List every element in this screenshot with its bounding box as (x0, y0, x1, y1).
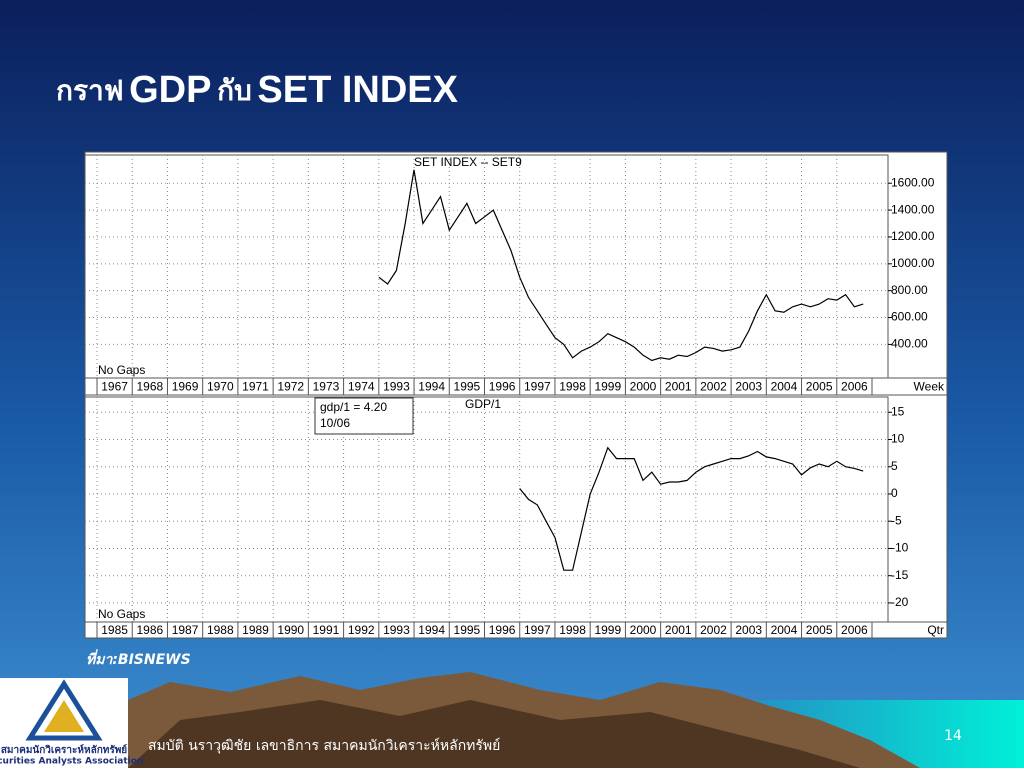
x-tick-label: 1988 (207, 623, 234, 637)
x-tick-label: 1998 (559, 380, 586, 394)
x-tick-label: 1994 (418, 380, 445, 394)
x-tick-label: 1968 (136, 380, 163, 394)
x-tick-label: 2004 (771, 380, 798, 394)
x-tick-label: 2002 (700, 623, 727, 637)
data-line (519, 446, 864, 571)
y-tick-label: 15 (891, 404, 905, 418)
y-tick-label: 800.00 (891, 283, 928, 297)
x-tick-label: 1969 (172, 380, 199, 394)
title-part: GDP (129, 69, 211, 111)
x-tick-label: 1989 (242, 623, 269, 637)
y-tick-label: -10 (891, 541, 909, 555)
x-tick-label: 2001 (665, 380, 692, 394)
x-tick-label: 1973 (313, 380, 340, 394)
x-tick-label: 1972 (277, 380, 304, 394)
logo-thai: สมาคมนักวิเคราะห์หลักทรัพย์ (1, 744, 127, 756)
axis-strip (84, 377, 948, 396)
x-tick-label: 1967 (101, 380, 128, 394)
chart-panel: 1967 1968 1969 1970 1971 1972 1973 1974 1993 1994… (84, 151, 948, 639)
x-tick-label: 1987 (172, 623, 199, 637)
title-part: SET INDEX (257, 69, 458, 111)
logo-mark (25, 679, 103, 741)
logo-english: Securities Analysts Association (0, 757, 143, 767)
axis-strip (84, 621, 948, 639)
x-axis-label: Week (914, 380, 945, 394)
x-tick-label: 1986 (136, 623, 163, 637)
x-tick-label: 2005 (806, 380, 833, 394)
source: ที่มา:BISNEWS (86, 649, 191, 668)
x-tick-label: 2006 (841, 380, 868, 394)
page-number: 14 (944, 728, 962, 744)
x-tick-label: 2006 (841, 623, 868, 637)
x-tick-label: 1997 (524, 623, 551, 637)
y-tick-label: 0 (891, 486, 898, 500)
x-tick-label: 1991 (313, 623, 340, 637)
x-tick-label: 2001 (665, 623, 692, 637)
annotation-box (314, 397, 414, 435)
chart-title: SET INDEX -- SET9 (414, 155, 522, 169)
title-part: กราฟ (56, 74, 124, 107)
y-tick-label: 1400.00 (891, 202, 935, 216)
x-tick-label: 1996 (489, 380, 516, 394)
chart-title: GDP/1 (465, 397, 501, 411)
y-tick-label: -20 (891, 595, 909, 609)
y-tick-label: -5 (891, 513, 902, 527)
x-tick-label: 1995 (454, 380, 481, 394)
y-tick-label: 600.00 (891, 310, 928, 324)
x-tick-label: 1971 (242, 380, 269, 394)
y-tick-label: 1000.00 (891, 256, 935, 270)
x-tick-label: 1974 (348, 380, 375, 394)
note: No Gaps (98, 363, 145, 377)
x-tick-label: 2000 (630, 380, 657, 394)
x-tick-label: 1993 (383, 623, 410, 637)
x-tick-label: 1994 (418, 623, 445, 637)
x-tick-label: 2003 (735, 623, 762, 637)
footer: สมบัติ นราวุฒิชัย เลขาธิการ สมาคมนักวิเค… (148, 737, 500, 754)
y-tick-label: 1200.00 (891, 229, 935, 243)
note: No Gaps (98, 607, 145, 621)
x-tick-label: 1998 (559, 623, 586, 637)
y-tick-label: 5 (891, 459, 898, 473)
annotation: 10/06 (320, 416, 350, 430)
data-line (378, 169, 864, 362)
x-tick-label: 1996 (489, 623, 516, 637)
x-tick-label: 1995 (454, 623, 481, 637)
x-tick-label: 1990 (277, 623, 304, 637)
mountains-shadow (128, 700, 860, 768)
logo-mark-inner (44, 700, 84, 732)
x-tick-label: 1992 (348, 623, 375, 637)
x-tick-label: 1993 (383, 380, 410, 394)
y-tick-label: 1600.00 (891, 175, 935, 189)
x-tick-label: 1985 (101, 623, 128, 637)
y-tick-label: 400.00 (891, 337, 928, 351)
x-tick-label: 1999 (594, 623, 621, 637)
y-tick-label: -15 (891, 568, 909, 582)
x-tick-label: 2005 (806, 623, 833, 637)
x-tick-label: 2004 (771, 623, 798, 637)
x-tick-label: 2000 (630, 623, 657, 637)
y-tick-label: 10 (891, 432, 905, 446)
x-tick-label: 1997 (524, 380, 551, 394)
x-tick-label: 2003 (735, 380, 762, 394)
x-axis-label: Qtr (927, 623, 944, 637)
x-tick-label: 1970 (207, 380, 234, 394)
annotation: gdp/1 = 4.20 (320, 400, 387, 414)
title-part: กับ (217, 74, 252, 107)
slide-title: กราฟ GDP กับ SET INDEX (56, 69, 459, 111)
x-tick-label: 2002 (700, 380, 727, 394)
x-tick-label: 1999 (594, 380, 621, 394)
